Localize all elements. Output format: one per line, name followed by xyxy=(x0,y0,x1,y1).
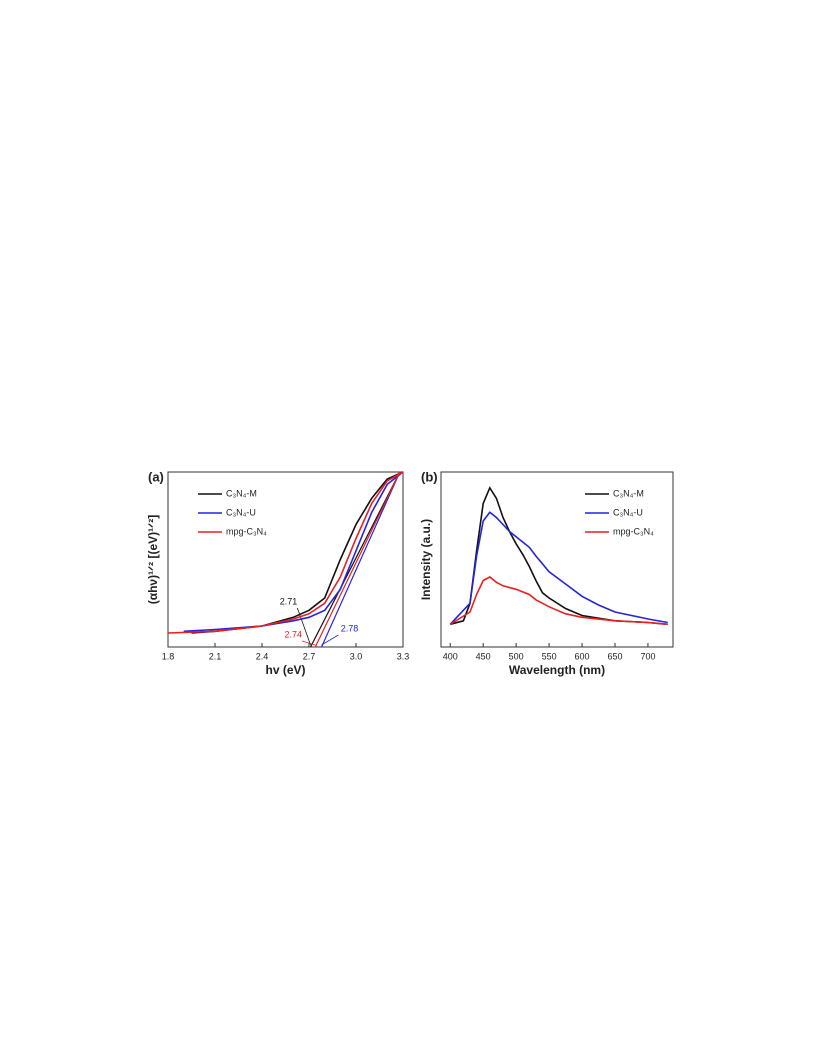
x-axis-label: hv (eV) xyxy=(265,663,305,677)
x-tick-label: 500 xyxy=(509,651,524,661)
series-line xyxy=(167,471,404,634)
panel-label: (a) xyxy=(148,469,164,484)
x-axis-label: Wavelength (nm) xyxy=(509,663,605,677)
series-line xyxy=(183,471,404,633)
x-tick-label: 400 xyxy=(443,651,458,661)
annotation-arrow xyxy=(301,640,316,646)
plot-frame xyxy=(440,471,674,648)
legend-label: mpg-C₃N₄ xyxy=(613,526,654,536)
band-gap-label: 2.74 xyxy=(285,629,303,639)
y-axis-label: Intensity (a.u.) xyxy=(419,519,433,600)
legend-label: C₃N₄-U xyxy=(226,507,256,517)
tangent-line xyxy=(314,471,401,648)
x-tick-label: 2.7 xyxy=(303,651,316,661)
x-tick-label: 650 xyxy=(607,651,622,661)
annotation-arrow xyxy=(296,607,311,646)
x-tick-label: 3.3 xyxy=(397,651,410,661)
band-gap-label: 2.78 xyxy=(341,623,359,633)
legend-label: C₃N₄-M xyxy=(613,488,644,498)
panel-label: (b) xyxy=(421,469,438,484)
series-line xyxy=(449,576,668,626)
plot-frame xyxy=(167,471,404,648)
x-tick-label: 450 xyxy=(476,651,491,661)
legend-label: C₃N₄-M xyxy=(226,488,257,498)
x-tick-label: 1.8 xyxy=(162,651,175,661)
x-tick-label: 2.1 xyxy=(209,651,222,661)
x-tick-label: 550 xyxy=(542,651,557,661)
x-tick-label: 700 xyxy=(640,651,655,661)
legend-label: C₃N₄-U xyxy=(613,507,643,517)
y-axis-label: (αhν)¹ᐟ² [(eV)¹ᐟ²] xyxy=(146,515,160,605)
x-tick-label: 2.4 xyxy=(256,651,269,661)
series-line xyxy=(449,511,668,625)
annotation-arrow xyxy=(321,634,339,646)
legend-label: mpg-C₃N₄ xyxy=(226,526,267,536)
series-line xyxy=(449,486,668,626)
x-tick-label: 600 xyxy=(575,651,590,661)
tangent-line xyxy=(320,471,401,648)
x-tick-label: 3.0 xyxy=(350,651,363,661)
tangent-line xyxy=(310,471,401,648)
band-gap-label: 2.71 xyxy=(280,596,298,606)
